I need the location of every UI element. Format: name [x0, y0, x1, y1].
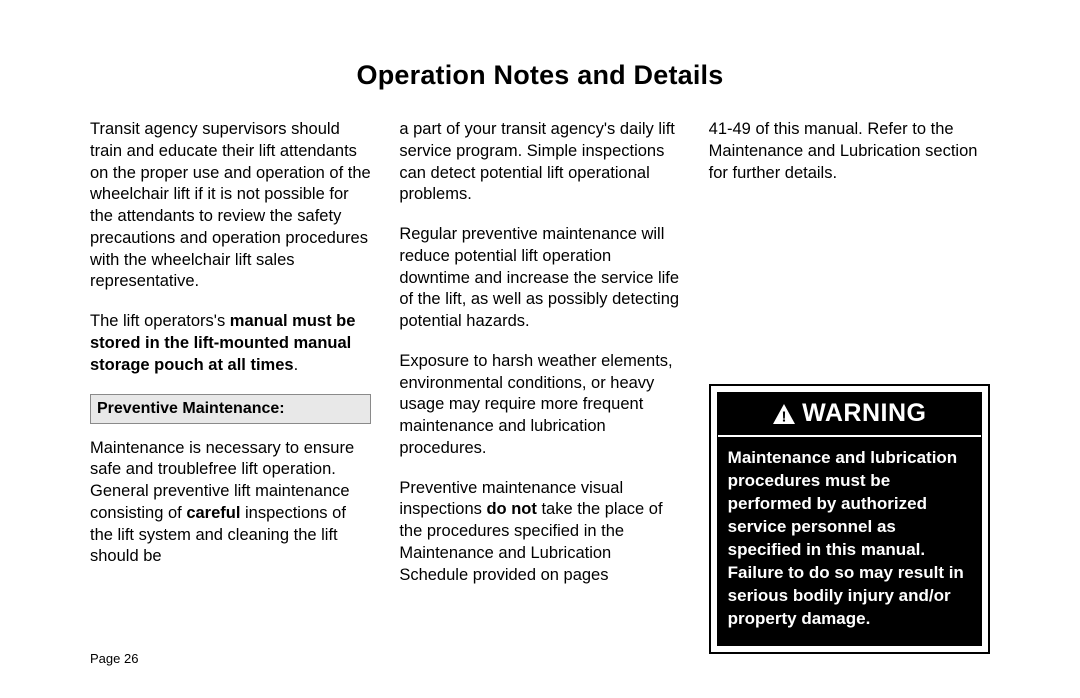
warning-body: Maintenance and lubrication procedures m…: [718, 435, 981, 645]
col2-para3: Exposure to harsh weather elements, envi…: [399, 351, 680, 460]
col2-para4: Preventive maintenance visual inspection…: [399, 478, 680, 587]
warning-box: ! WARNING Maintenance and lubrication pr…: [709, 384, 990, 654]
subhead-colon: :: [279, 400, 284, 417]
page-title: Operation Notes and Details: [90, 60, 990, 91]
col1-para2: The lift operators's manual must be stor…: [90, 311, 371, 376]
warning-triangle-icon: !: [772, 403, 796, 425]
col2-para4-bold: do not: [486, 500, 536, 518]
page-number: Page 26: [90, 651, 138, 666]
col1-para3-bold: careful: [186, 504, 240, 522]
warning-header: ! WARNING: [718, 393, 981, 435]
col2-para2: Regular preventive maintenance will redu…: [399, 224, 680, 333]
column-1: Transit agency supervisors should train …: [90, 119, 371, 654]
warning-label: WARNING: [802, 399, 926, 427]
subhead-label: Preventive Maintenance: [97, 400, 279, 417]
col3-para1: 41-49 of this manual. Refer to the Maint…: [709, 119, 990, 184]
column-3: 41-49 of this manual. Refer to the Maint…: [709, 119, 990, 654]
col1-para2-end: .: [294, 356, 299, 374]
col1-para2-text: The lift operators's: [90, 312, 230, 330]
col1-para1: Transit agency supervisors should train …: [90, 119, 371, 293]
col2-para1: a part of your transit agency's daily li…: [399, 119, 680, 206]
content-columns: Transit agency supervisors should train …: [90, 119, 990, 654]
column-2: a part of your transit agency's daily li…: [399, 119, 680, 654]
warning-inner: ! WARNING Maintenance and lubrication pr…: [717, 392, 982, 646]
col1-para3: Maintenance is necessary to ensure safe …: [90, 438, 371, 569]
svg-text:!: !: [782, 408, 787, 425]
subheading-preventive-maintenance: Preventive Maintenance:: [90, 394, 371, 423]
